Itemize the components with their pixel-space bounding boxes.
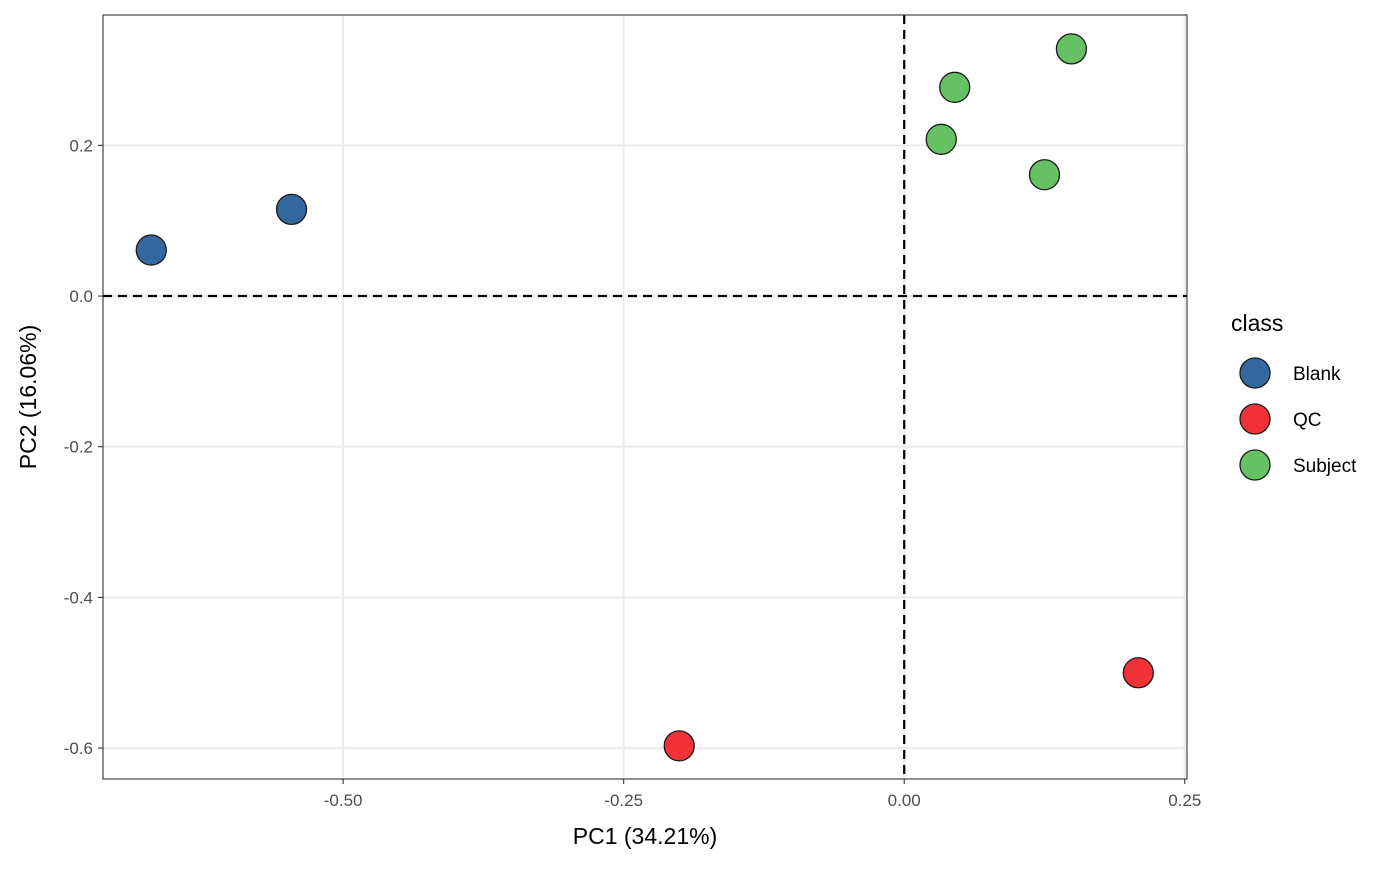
y-tick-label: -0.4 xyxy=(64,588,93,607)
reference-lines xyxy=(103,15,1187,779)
y-tick-label: 0.2 xyxy=(69,136,93,155)
point-blank xyxy=(135,234,167,266)
x-tick-label: 0.25 xyxy=(1168,791,1201,810)
legend-key-blank xyxy=(1239,357,1271,389)
point-blank xyxy=(275,193,308,226)
y-tick-label: 0.0 xyxy=(69,287,93,306)
y-tick-label: -0.6 xyxy=(64,739,93,758)
x-axis-ticks: -0.50 -0.25 0.00 0.25 xyxy=(324,779,1201,810)
legend: class Blank QC Subject xyxy=(1231,310,1357,481)
point-subject xyxy=(939,71,971,103)
point-qc xyxy=(1122,657,1154,689)
x-tick-label: -0.50 xyxy=(324,791,363,810)
x-axis-label: PC1 (34.21%) xyxy=(573,823,717,849)
legend-key-subject xyxy=(1239,449,1271,481)
x-tick-label: -0.25 xyxy=(604,791,643,810)
x-tick-label: 0.00 xyxy=(888,791,921,810)
legend-title: class xyxy=(1231,310,1283,336)
data-points xyxy=(135,33,1154,762)
point-subject xyxy=(1055,33,1088,65)
y-axis-label: PC2 (16.06%) xyxy=(15,325,41,469)
legend-key-qc xyxy=(1239,403,1271,435)
y-tick-label: -0.2 xyxy=(64,438,93,457)
legend-label-subject: Subject xyxy=(1293,456,1357,477)
y-axis-ticks: 0.2 0.0 -0.2 -0.4 -0.6 xyxy=(64,136,103,758)
point-qc xyxy=(663,730,695,762)
legend-label-qc: QC xyxy=(1293,410,1322,431)
point-subject xyxy=(925,123,957,155)
point-subject xyxy=(1028,159,1061,191)
panel-border xyxy=(102,14,1188,780)
legend-label-blank: Blank xyxy=(1293,364,1341,385)
